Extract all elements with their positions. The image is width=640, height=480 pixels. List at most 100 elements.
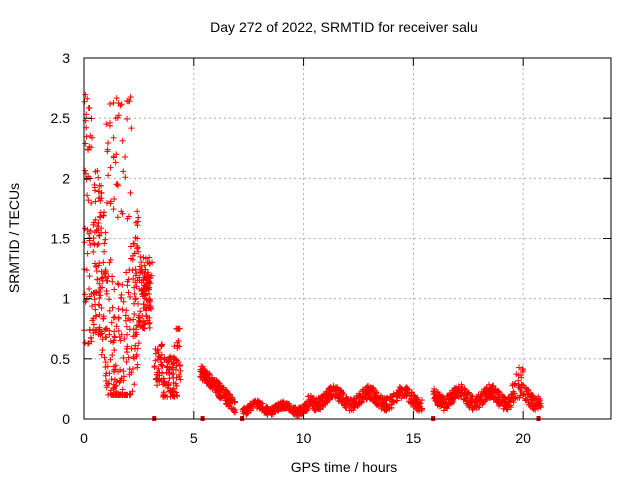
x-axis-label: GPS time / hours bbox=[291, 459, 398, 475]
data-point bbox=[145, 297, 152, 304]
data-point bbox=[463, 394, 470, 401]
data-point bbox=[117, 294, 124, 301]
data-point bbox=[489, 392, 496, 399]
data-point bbox=[459, 383, 466, 390]
data-point bbox=[83, 267, 90, 274]
data-point bbox=[105, 391, 112, 398]
data-point bbox=[106, 307, 113, 314]
data-point bbox=[106, 327, 113, 334]
data-point bbox=[153, 375, 160, 382]
data-point bbox=[122, 153, 129, 160]
data-point bbox=[136, 274, 143, 281]
data-point bbox=[107, 356, 114, 363]
data-point bbox=[125, 315, 132, 322]
data-point bbox=[100, 259, 107, 266]
data-point bbox=[126, 390, 133, 397]
data-point bbox=[158, 362, 165, 369]
data-point bbox=[247, 403, 254, 410]
data-point bbox=[120, 373, 127, 380]
data-point bbox=[161, 378, 168, 385]
data-point bbox=[437, 397, 444, 404]
data-point bbox=[123, 269, 130, 276]
data-point bbox=[119, 137, 126, 144]
data-point bbox=[135, 214, 142, 221]
data-point bbox=[500, 394, 507, 401]
data-point bbox=[146, 324, 153, 331]
data-point bbox=[146, 260, 153, 267]
data-point bbox=[302, 401, 309, 408]
data-point bbox=[231, 408, 238, 415]
data-point bbox=[115, 315, 122, 322]
data-point bbox=[103, 370, 110, 377]
data-point bbox=[134, 222, 141, 229]
data-point bbox=[132, 272, 139, 279]
data-point bbox=[305, 393, 312, 400]
data-point bbox=[125, 276, 132, 283]
data-point bbox=[166, 388, 173, 395]
data-point bbox=[134, 208, 141, 215]
data-point bbox=[119, 386, 126, 393]
data-point bbox=[220, 384, 227, 391]
data-point bbox=[83, 176, 90, 183]
data-point bbox=[403, 393, 410, 400]
data-point bbox=[173, 374, 180, 381]
y-tick-label: 2 bbox=[62, 170, 70, 186]
data-point bbox=[104, 363, 111, 370]
x-tick-label: 20 bbox=[515, 430, 531, 446]
data-point bbox=[458, 387, 465, 394]
y-tick-label: 3 bbox=[62, 50, 70, 66]
data-point bbox=[81, 225, 88, 232]
data-point bbox=[176, 373, 183, 380]
data-point bbox=[97, 292, 104, 299]
data-point bbox=[101, 248, 108, 255]
data-point bbox=[103, 121, 110, 128]
data-point bbox=[110, 99, 117, 106]
data-point bbox=[404, 385, 411, 392]
data-point bbox=[510, 390, 517, 397]
data-point bbox=[110, 206, 117, 213]
data-point bbox=[117, 391, 124, 398]
data-point bbox=[115, 182, 122, 189]
data-point bbox=[208, 383, 215, 390]
data-point bbox=[120, 298, 127, 305]
data-point bbox=[515, 364, 522, 371]
data-point bbox=[257, 399, 264, 406]
data-point bbox=[98, 229, 105, 236]
data-point bbox=[125, 98, 132, 105]
data-point bbox=[164, 363, 171, 370]
data-point bbox=[126, 366, 133, 373]
data-point bbox=[111, 196, 118, 203]
data-point bbox=[162, 393, 169, 400]
data-point bbox=[160, 392, 167, 399]
data-point bbox=[120, 368, 127, 375]
data-point bbox=[132, 234, 139, 241]
x-tick-label: 0 bbox=[80, 430, 88, 446]
data-point bbox=[399, 386, 406, 393]
data-point bbox=[469, 396, 476, 403]
data-point bbox=[230, 406, 237, 413]
data-point bbox=[369, 384, 376, 391]
data-point bbox=[123, 358, 130, 365]
data-point bbox=[109, 352, 116, 359]
data-point bbox=[232, 409, 239, 416]
data-point bbox=[130, 275, 137, 282]
data-point bbox=[166, 354, 173, 361]
data-point bbox=[293, 410, 300, 417]
data-point bbox=[92, 198, 99, 205]
data-point bbox=[95, 188, 102, 195]
data-point bbox=[311, 399, 318, 406]
data-point bbox=[514, 394, 521, 401]
data-point bbox=[399, 391, 406, 398]
data-point bbox=[111, 286, 118, 293]
data-point bbox=[94, 167, 101, 174]
data-point bbox=[330, 383, 337, 390]
data-point bbox=[115, 327, 122, 334]
data-point bbox=[166, 375, 173, 382]
data-point bbox=[209, 386, 216, 393]
data-point bbox=[537, 400, 544, 407]
data-point bbox=[482, 392, 489, 399]
data-point bbox=[154, 382, 161, 389]
data-point bbox=[140, 254, 147, 261]
data-point bbox=[96, 295, 103, 302]
data-point bbox=[311, 407, 318, 414]
